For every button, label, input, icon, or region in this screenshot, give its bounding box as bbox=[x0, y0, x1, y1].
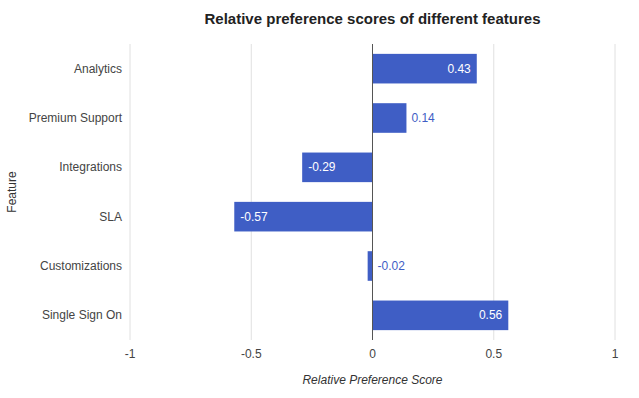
data-label: -0.02 bbox=[378, 259, 406, 273]
data-label: 0.14 bbox=[411, 111, 435, 125]
x-tick-label: 1 bbox=[612, 347, 619, 361]
x-tick-label: -1 bbox=[125, 347, 136, 361]
x-axis-label: Relative Preference Score bbox=[302, 373, 442, 387]
grid-line bbox=[251, 44, 252, 340]
y-tick-label: SLA bbox=[99, 210, 122, 224]
bar bbox=[234, 202, 372, 232]
data-labels: 0.43 0.14 -0.29 -0.57 -0.02 0.56 bbox=[240, 62, 502, 323]
y-tick-label: Premium Support bbox=[29, 111, 123, 125]
data-label: 0.43 bbox=[447, 62, 471, 76]
grid-line bbox=[130, 44, 131, 340]
zero-line bbox=[372, 44, 373, 340]
title: Relative preference scores of different … bbox=[205, 10, 541, 27]
y-tick-label: Customizations bbox=[40, 259, 122, 273]
data-label: -0.29 bbox=[308, 160, 336, 174]
data-label: -0.57 bbox=[240, 210, 268, 224]
x-tick-label: 0.5 bbox=[485, 347, 502, 361]
chart: -1 -0.5 0 0.5 1 0.43 0.14 -0.29 -0.57 -0.02 0.56 An… bbox=[0, 0, 639, 398]
x-tick-label: 0 bbox=[369, 347, 376, 361]
grid-line bbox=[615, 44, 616, 340]
data-label: 0.56 bbox=[479, 308, 503, 322]
x-tick-label: -0.5 bbox=[241, 347, 262, 361]
background bbox=[0, 0, 639, 398]
bar bbox=[373, 54, 477, 84]
grid-line bbox=[493, 44, 494, 340]
y-axis-label: Feature bbox=[5, 171, 19, 213]
bars bbox=[234, 54, 508, 330]
bar bbox=[373, 301, 509, 331]
x-grid bbox=[130, 44, 615, 340]
y-tick-label: Single Sign On bbox=[42, 308, 122, 322]
bar bbox=[373, 103, 407, 133]
y-tick-label: Analytics bbox=[74, 62, 122, 76]
bar bbox=[368, 251, 373, 281]
bar bbox=[302, 153, 372, 183]
y-tick-label: Integrations bbox=[59, 160, 122, 174]
grid-line bbox=[372, 44, 373, 340]
